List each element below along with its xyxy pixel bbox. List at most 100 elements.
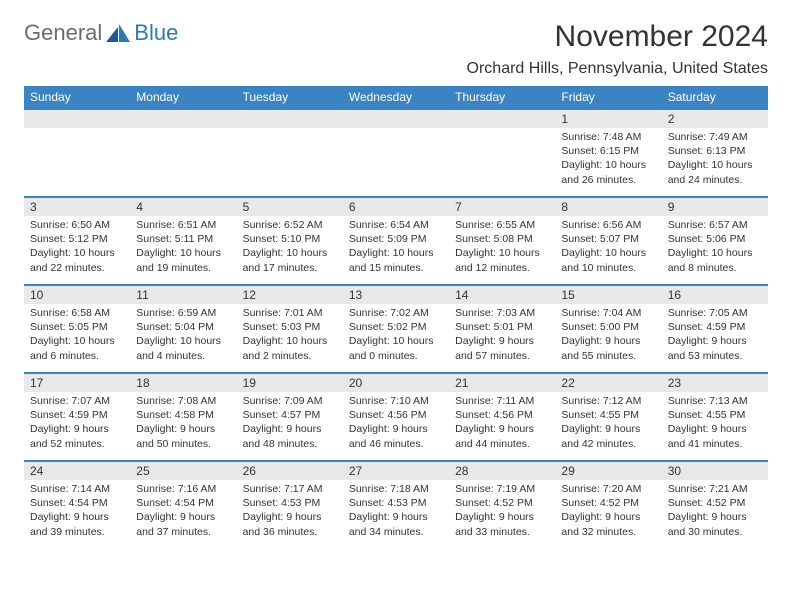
day-number: 20 <box>343 374 449 392</box>
daylight-text: Daylight: 10 hours and 15 minutes. <box>349 246 443 274</box>
calendar-day-cell: 26Sunrise: 7:17 AMSunset: 4:53 PMDayligh… <box>237 461 343 549</box>
daylight-text: Daylight: 9 hours and 48 minutes. <box>243 422 337 450</box>
day-content: Sunrise: 7:04 AMSunset: 5:00 PMDaylight:… <box>555 304 661 367</box>
day-content: Sunrise: 7:21 AMSunset: 4:52 PMDaylight:… <box>662 480 768 543</box>
calendar-day-cell: 28Sunrise: 7:19 AMSunset: 4:52 PMDayligh… <box>449 461 555 549</box>
day-content: Sunrise: 7:08 AMSunset: 4:58 PMDaylight:… <box>130 392 236 455</box>
day-number: 21 <box>449 374 555 392</box>
day-number: 6 <box>343 198 449 216</box>
calendar-day-cell <box>237 109 343 197</box>
month-title: November 2024 <box>467 20 768 54</box>
daylight-text: Daylight: 10 hours and 22 minutes. <box>30 246 124 274</box>
day-content: Sunrise: 7:48 AMSunset: 6:15 PMDaylight:… <box>555 128 661 191</box>
daylight-text: Daylight: 10 hours and 12 minutes. <box>455 246 549 274</box>
weekday-header: Thursday <box>449 86 555 109</box>
calendar-day-cell: 9Sunrise: 6:57 AMSunset: 5:06 PMDaylight… <box>662 197 768 285</box>
day-number: 13 <box>343 286 449 304</box>
sunrise-text: Sunrise: 6:59 AM <box>136 306 230 320</box>
sunrise-text: Sunrise: 7:14 AM <box>30 482 124 496</box>
sunrise-text: Sunrise: 7:12 AM <box>561 394 655 408</box>
calendar-day-cell <box>130 109 236 197</box>
sunset-text: Sunset: 5:01 PM <box>455 320 549 334</box>
daylight-text: Daylight: 10 hours and 10 minutes. <box>561 246 655 274</box>
calendar-day-cell: 3Sunrise: 6:50 AMSunset: 5:12 PMDaylight… <box>24 197 130 285</box>
calendar-day-cell: 24Sunrise: 7:14 AMSunset: 4:54 PMDayligh… <box>24 461 130 549</box>
day-number: 8 <box>555 198 661 216</box>
calendar-day-cell: 10Sunrise: 6:58 AMSunset: 5:05 PMDayligh… <box>24 285 130 373</box>
day-content: Sunrise: 7:02 AMSunset: 5:02 PMDaylight:… <box>343 304 449 367</box>
day-number: 28 <box>449 462 555 480</box>
daylight-text: Daylight: 9 hours and 41 minutes. <box>668 422 762 450</box>
calendar-day-cell: 19Sunrise: 7:09 AMSunset: 4:57 PMDayligh… <box>237 373 343 461</box>
weekday-header: Wednesday <box>343 86 449 109</box>
day-number: 12 <box>237 286 343 304</box>
sunrise-text: Sunrise: 7:04 AM <box>561 306 655 320</box>
calendar-day-cell: 30Sunrise: 7:21 AMSunset: 4:52 PMDayligh… <box>662 461 768 549</box>
day-number: 17 <box>24 374 130 392</box>
day-number: 1 <box>555 110 661 128</box>
logo: General Blue <box>24 20 178 46</box>
sunrise-text: Sunrise: 6:57 AM <box>668 218 762 232</box>
day-number <box>237 110 343 128</box>
calendar-day-cell: 15Sunrise: 7:04 AMSunset: 5:00 PMDayligh… <box>555 285 661 373</box>
calendar-week-row: 24Sunrise: 7:14 AMSunset: 4:54 PMDayligh… <box>24 461 768 549</box>
daylight-text: Daylight: 10 hours and 26 minutes. <box>561 158 655 186</box>
sunrise-text: Sunrise: 6:58 AM <box>30 306 124 320</box>
daylight-text: Daylight: 9 hours and 44 minutes. <box>455 422 549 450</box>
day-number: 24 <box>24 462 130 480</box>
day-number: 23 <box>662 374 768 392</box>
calendar-week-row: 10Sunrise: 6:58 AMSunset: 5:05 PMDayligh… <box>24 285 768 373</box>
sunrise-text: Sunrise: 6:51 AM <box>136 218 230 232</box>
sunset-text: Sunset: 6:13 PM <box>668 144 762 158</box>
daylight-text: Daylight: 9 hours and 42 minutes. <box>561 422 655 450</box>
day-content: Sunrise: 7:07 AMSunset: 4:59 PMDaylight:… <box>24 392 130 455</box>
sunrise-text: Sunrise: 7:07 AM <box>30 394 124 408</box>
sail-icon <box>106 24 130 42</box>
day-content: Sunrise: 6:56 AMSunset: 5:07 PMDaylight:… <box>555 216 661 279</box>
calendar-day-cell: 13Sunrise: 7:02 AMSunset: 5:02 PMDayligh… <box>343 285 449 373</box>
day-content <box>24 128 130 188</box>
day-number: 25 <box>130 462 236 480</box>
sunset-text: Sunset: 4:59 PM <box>30 408 124 422</box>
day-number: 22 <box>555 374 661 392</box>
daylight-text: Daylight: 9 hours and 33 minutes. <box>455 510 549 538</box>
day-number: 11 <box>130 286 236 304</box>
calendar-day-cell: 2Sunrise: 7:49 AMSunset: 6:13 PMDaylight… <box>662 109 768 197</box>
sunset-text: Sunset: 5:07 PM <box>561 232 655 246</box>
logo-text-blue: Blue <box>134 20 178 46</box>
calendar-week-row: 1Sunrise: 7:48 AMSunset: 6:15 PMDaylight… <box>24 109 768 197</box>
calendar-day-cell <box>24 109 130 197</box>
day-content: Sunrise: 7:19 AMSunset: 4:52 PMDaylight:… <box>449 480 555 543</box>
daylight-text: Daylight: 9 hours and 52 minutes. <box>30 422 124 450</box>
calendar-day-cell: 22Sunrise: 7:12 AMSunset: 4:55 PMDayligh… <box>555 373 661 461</box>
sunrise-text: Sunrise: 7:11 AM <box>455 394 549 408</box>
day-number: 18 <box>130 374 236 392</box>
sunrise-text: Sunrise: 7:16 AM <box>136 482 230 496</box>
daylight-text: Daylight: 10 hours and 19 minutes. <box>136 246 230 274</box>
sunset-text: Sunset: 4:57 PM <box>243 408 337 422</box>
daylight-text: Daylight: 9 hours and 39 minutes. <box>30 510 124 538</box>
sunset-text: Sunset: 4:53 PM <box>349 496 443 510</box>
day-content: Sunrise: 7:18 AMSunset: 4:53 PMDaylight:… <box>343 480 449 543</box>
day-content: Sunrise: 6:52 AMSunset: 5:10 PMDaylight:… <box>237 216 343 279</box>
weekday-header: Friday <box>555 86 661 109</box>
calendar-day-cell: 1Sunrise: 7:48 AMSunset: 6:15 PMDaylight… <box>555 109 661 197</box>
day-number: 19 <box>237 374 343 392</box>
sunrise-text: Sunrise: 7:18 AM <box>349 482 443 496</box>
sunset-text: Sunset: 4:54 PM <box>136 496 230 510</box>
sunset-text: Sunset: 5:10 PM <box>243 232 337 246</box>
day-number: 29 <box>555 462 661 480</box>
daylight-text: Daylight: 10 hours and 0 minutes. <box>349 334 443 362</box>
sunset-text: Sunset: 4:59 PM <box>668 320 762 334</box>
sunrise-text: Sunrise: 6:50 AM <box>30 218 124 232</box>
sunset-text: Sunset: 5:04 PM <box>136 320 230 334</box>
calendar-day-cell: 14Sunrise: 7:03 AMSunset: 5:01 PMDayligh… <box>449 285 555 373</box>
day-number: 30 <box>662 462 768 480</box>
day-number: 3 <box>24 198 130 216</box>
sunset-text: Sunset: 4:52 PM <box>455 496 549 510</box>
day-content: Sunrise: 6:57 AMSunset: 5:06 PMDaylight:… <box>662 216 768 279</box>
day-content: Sunrise: 6:55 AMSunset: 5:08 PMDaylight:… <box>449 216 555 279</box>
calendar-day-cell: 16Sunrise: 7:05 AMSunset: 4:59 PMDayligh… <box>662 285 768 373</box>
day-content: Sunrise: 7:14 AMSunset: 4:54 PMDaylight:… <box>24 480 130 543</box>
sunset-text: Sunset: 5:05 PM <box>30 320 124 334</box>
